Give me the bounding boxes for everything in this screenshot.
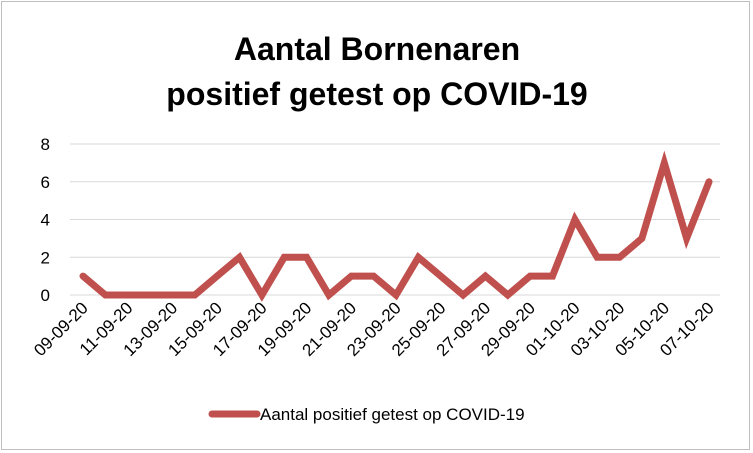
data-point xyxy=(462,294,464,296)
data-point xyxy=(171,294,173,296)
data-point xyxy=(686,237,688,239)
data-point xyxy=(194,294,196,296)
data-point xyxy=(149,294,151,296)
data-point xyxy=(261,294,263,296)
y-tick-label: 2 xyxy=(41,248,50,267)
data-point xyxy=(373,275,375,277)
data-point xyxy=(306,256,308,258)
legend: Aantal positief getest op COVID-19 xyxy=(208,405,525,424)
data-point xyxy=(395,294,397,296)
data-point xyxy=(104,294,106,296)
data-point xyxy=(507,294,509,296)
y-tick-label: 8 xyxy=(41,135,50,154)
data-point xyxy=(82,275,84,277)
data-point xyxy=(708,181,710,183)
data-point xyxy=(619,256,621,258)
legend-label: Aantal positief getest op COVID-19 xyxy=(260,405,525,424)
data-point xyxy=(663,162,665,164)
data-point xyxy=(574,219,576,220)
data-point xyxy=(239,256,240,258)
series-line xyxy=(79,150,713,302)
y-axis-tick-labels: 0 2 4 6 8 xyxy=(41,135,50,305)
data-point xyxy=(440,275,442,277)
x-axis-tick-labels: 09-09-2011-09-2013-09-2015-09-2017-09-20… xyxy=(30,298,718,360)
y-tick-label: 0 xyxy=(41,286,50,305)
data-point xyxy=(417,256,419,258)
chart-title-line-2: positief getest op COVID-19 xyxy=(166,76,587,112)
gridlines xyxy=(70,143,720,296)
chart-title-line-1: Aantal Bornenaren xyxy=(234,31,520,67)
series-layer xyxy=(79,150,713,302)
data-point xyxy=(127,294,129,296)
data-point xyxy=(641,237,643,239)
data-point xyxy=(350,275,352,277)
data-point xyxy=(529,275,531,277)
data-point xyxy=(283,256,285,258)
data-point xyxy=(596,256,598,258)
y-tick-label: 6 xyxy=(41,173,50,192)
data-point xyxy=(552,275,553,277)
data-point xyxy=(216,275,218,277)
y-tick-label: 4 xyxy=(41,211,50,230)
data-point xyxy=(484,275,486,277)
data-point xyxy=(328,294,330,296)
